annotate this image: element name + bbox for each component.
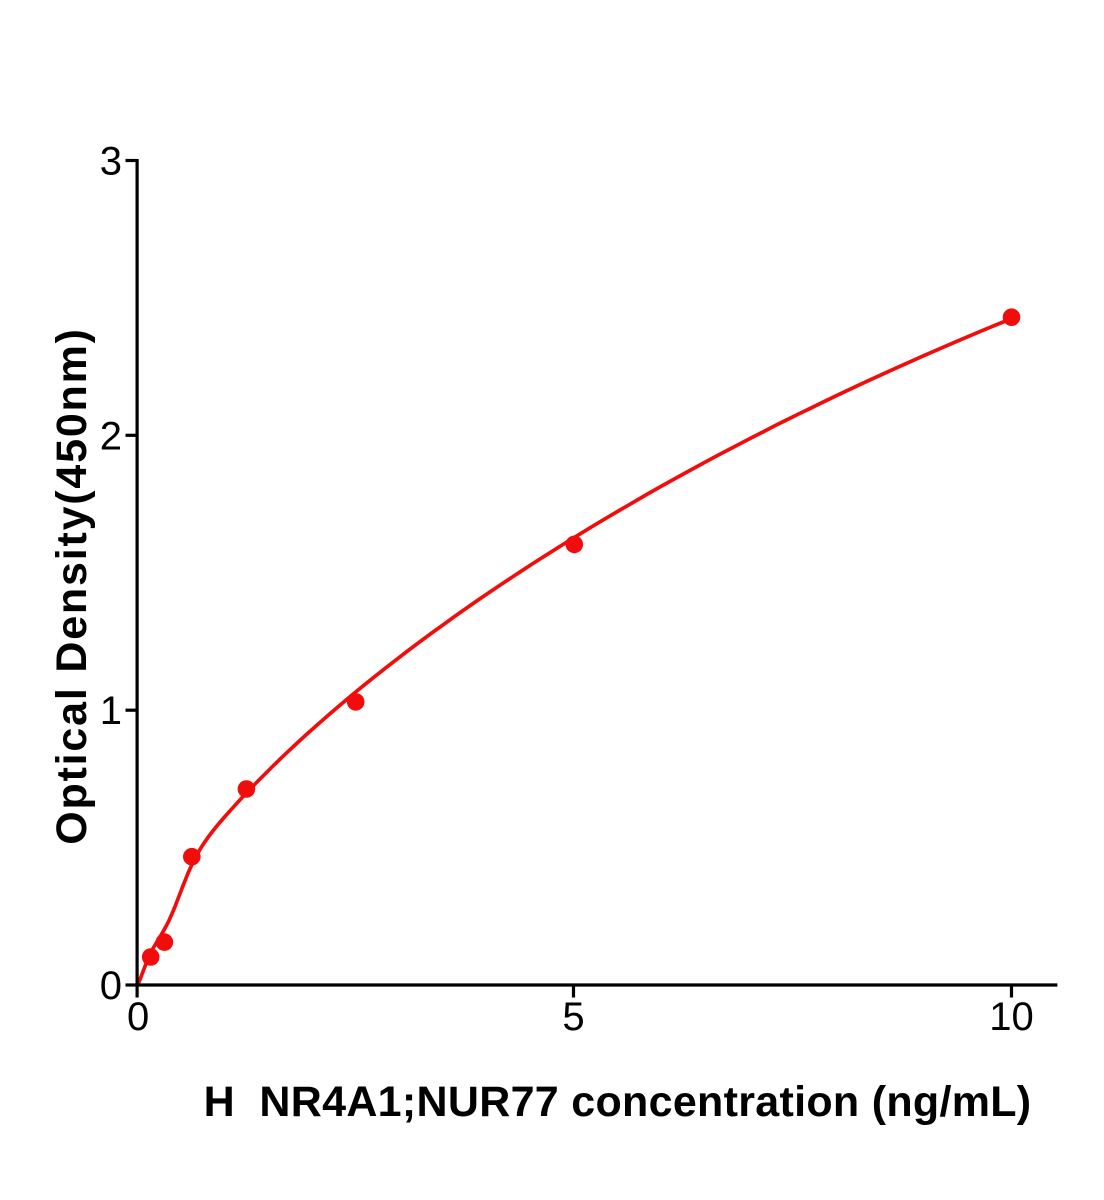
svg-text:Optical Density(450nm): Optical Density(450nm) (48, 327, 96, 845)
svg-text:2: 2 (100, 414, 122, 458)
svg-text:5: 5 (562, 995, 584, 1039)
svg-text:1: 1 (100, 689, 122, 733)
svg-text:H NR4A1;NUR77 concentration (: H NR4A1;NUR77 concentration (ng/mL) (204, 1078, 1032, 1126)
svg-text:3: 3 (100, 140, 122, 184)
svg-text:0: 0 (100, 964, 122, 1008)
svg-text:10: 10 (989, 995, 1034, 1039)
svg-text:0: 0 (127, 995, 149, 1039)
